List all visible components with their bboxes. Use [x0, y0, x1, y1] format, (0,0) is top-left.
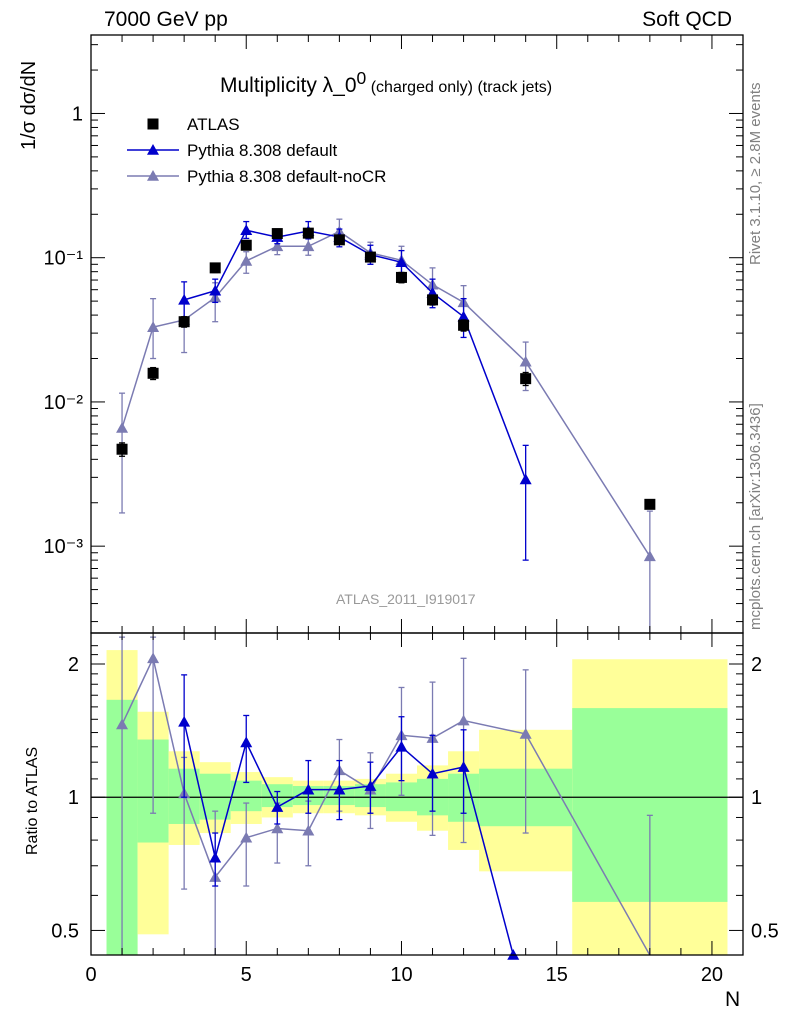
ratio-y-tick-label-right: 1: [751, 787, 762, 809]
chart-title-main: Multiplicity λ_0: [220, 74, 357, 97]
ratio-series-group: [116, 636, 653, 960]
x-tick-label: 10: [390, 964, 412, 986]
mc-point-marker: [426, 767, 439, 779]
mc-point-marker: [457, 714, 470, 726]
mc-point-marker: [457, 310, 470, 322]
legend: ATLAS Pythia 8.308 default Pythia 8.308 de…: [127, 115, 386, 186]
legend-label: Pythia 8.308 default-noCR: [187, 167, 386, 186]
x-tick-label: 5: [241, 964, 252, 986]
mc-point-marker: [519, 727, 532, 739]
chart-title-sup: 0: [356, 68, 367, 88]
mc-point-marker: [271, 801, 284, 812]
mc-point-marker: [240, 254, 253, 266]
mc-point-marker: [395, 740, 408, 752]
data-point-marker: [147, 367, 159, 379]
mc-point-marker: [395, 256, 408, 268]
mc-point-marker: [271, 822, 284, 834]
ratio-y-tick-label-right: 0.5: [751, 920, 779, 942]
ratio-plot-frame: [90, 632, 744, 956]
chart-title: Multiplicity λ_00 (charged only) (track …: [220, 68, 552, 98]
data-point-marker: [116, 443, 128, 455]
legend-label: Pythia 8.308 default: [187, 141, 338, 160]
mc-point-marker: [209, 851, 222, 863]
mc-point-marker: [240, 224, 253, 236]
mc-point-marker: [240, 831, 253, 843]
ratio-bands: [106, 650, 728, 956]
mc-point-marker: [178, 715, 191, 727]
data-point-marker: [178, 316, 190, 328]
chart-title-sub: (charged only) (track jets): [366, 79, 553, 96]
axis-ticks: 0 5 10 15 20 1 10⁻¹ 10⁻² 10⁻³ 0.5 0.5 1 1 2 2: [44, 35, 779, 986]
mc-point-marker: [302, 824, 315, 836]
legend-marker-triangle: [147, 170, 159, 181]
mc-point-marker: [147, 652, 160, 664]
y-tick-label: 10⁻¹: [44, 248, 84, 270]
data-point-marker: [458, 319, 470, 331]
mc-point-marker: [302, 783, 315, 795]
mc-point-marker: [178, 293, 191, 305]
ratio-y-tick-label-right: 2: [751, 654, 762, 676]
data-point-marker: [271, 228, 283, 240]
mc-point-marker: [116, 718, 129, 730]
legend-label: ATLAS: [187, 115, 240, 134]
mc-point-marker: [643, 550, 656, 562]
data-point-marker: [302, 227, 314, 239]
mc-point-marker: [302, 240, 315, 252]
x-tick-label: 15: [546, 964, 568, 986]
series-line: [121, 656, 651, 956]
y-tick-label: 10⁻³: [44, 536, 84, 558]
mc-point-marker: [519, 473, 532, 485]
ratio-y-tick-label: 2: [68, 654, 79, 676]
series-line: [121, 230, 651, 557]
ratio-y-tick-label: 1: [68, 787, 79, 809]
mc-point-marker: [333, 783, 346, 795]
y-tick-label: 10⁻²: [44, 392, 84, 414]
header-left: 7000 GeV pp: [104, 8, 228, 31]
header-right: Soft QCD: [642, 8, 732, 31]
mc-point-marker: [271, 240, 284, 252]
data-point-marker: [395, 271, 407, 283]
ratio-y-tick-label: 0.5: [51, 920, 79, 942]
data-point-marker: [209, 262, 221, 274]
mc-point-marker: [147, 321, 160, 332]
mc-point-marker: [457, 761, 470, 772]
data-point-marker: [520, 373, 532, 385]
main-series-group: [116, 218, 656, 633]
data-point-marker: [644, 498, 656, 510]
mc-point-marker: [209, 284, 222, 296]
legend-marker-atlas: [147, 118, 159, 130]
y-tick-label: 1: [72, 103, 83, 125]
analysis-id-label: ATLAS_2011_I919017: [336, 591, 476, 607]
data-point-marker: [427, 294, 439, 306]
x-axis-label: N: [725, 988, 741, 1011]
mc-point-marker: [364, 780, 377, 791]
mc-point-marker: [519, 355, 532, 367]
mc-point-marker: [116, 421, 129, 433]
data-point-marker: [333, 234, 345, 246]
mc-point-marker: [240, 736, 253, 748]
series-line: [183, 229, 527, 480]
x-tick-label: 0: [85, 964, 96, 986]
x-tick-label: 20: [701, 964, 723, 986]
data-point-marker: [240, 239, 252, 251]
data-point-marker: [364, 251, 376, 263]
axis-frames: [90, 34, 744, 956]
legend-marker-triangle: [147, 144, 159, 155]
